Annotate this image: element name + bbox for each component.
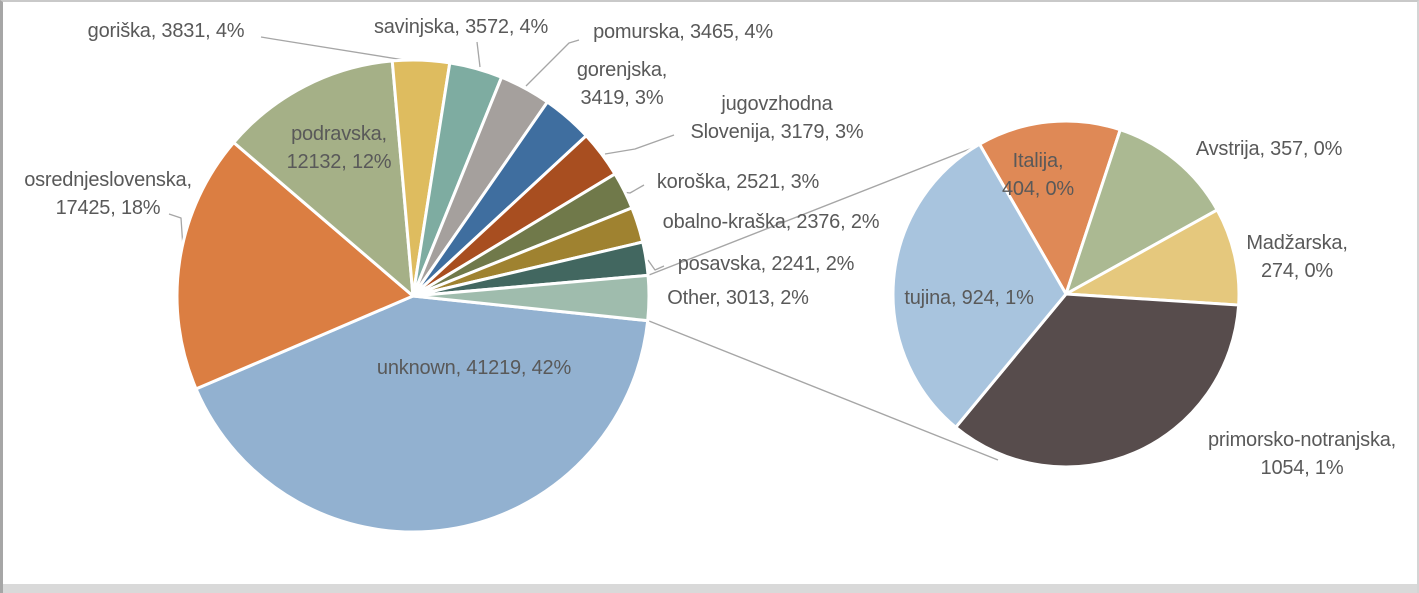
label-primorsko-line1: primorsko-notranjska, <box>1207 429 1397 451</box>
label-italija-line2: 404, 0% <box>1002 178 1074 200</box>
label-gorenjska-line2: 3419, 3% <box>580 87 664 109</box>
label-madzarska-line2: 274, 0% <box>1261 260 1333 282</box>
pie-slice-avstrija[interactable] <box>1064 128 1219 296</box>
label-osrednjeslovenska: osrednjeslovenska, 17425, 18% <box>24 166 192 222</box>
label-other: Other, 3013, 2% <box>667 287 809 309</box>
label-posavska: posavska, 2241, 2% <box>677 253 855 275</box>
label-koroska: koroška, 2521, 3% <box>656 171 820 193</box>
label-italija-line1: Italija, <box>1012 150 1064 172</box>
label-jugovzhodna-line2: Slovenija, 3179, 3% <box>690 121 864 143</box>
leader-line-jugovzhodna <box>604 134 675 155</box>
leader-line-goriska <box>260 36 424 64</box>
label-osrednjeslovenska-line1: osrednjeslovenska, <box>24 169 192 191</box>
pie-slice-other[interactable] <box>411 273 651 323</box>
label-primorsko-notranjska: primorsko-notranjska, 1054, 1% <box>1208 426 1396 482</box>
label-gorenjska: gorenjska, 3419, 3% <box>577 56 667 112</box>
label-obalno-kraska: obalno-kraška, 2376, 2% <box>662 211 880 233</box>
label-primorsko-line2: 1054, 1% <box>1260 457 1344 479</box>
leader-line-pomurska <box>525 39 580 87</box>
pie-slice-osrednjeslovenska[interactable] <box>175 141 415 391</box>
label-podravska-line2: 12132, 12% <box>286 151 392 173</box>
label-avstrija: Avstrija, 357, 0% <box>1195 138 1343 160</box>
label-osrednjeslovenska-line2: 17425, 18% <box>55 197 161 219</box>
pie-slice-unknown[interactable] <box>194 294 650 534</box>
label-jugovzhodna: jugovzhodna Slovenija, 3179, 3% <box>691 90 864 146</box>
series-connector-lines <box>648 144 999 461</box>
leader-line-posavska <box>647 259 665 271</box>
label-savinjska: savinjska, 3572, 4% <box>373 16 549 38</box>
pie-slice-primorsko-notranjska[interactable] <box>954 292 1241 469</box>
label-unknown: unknown, 41219, 42% <box>376 357 572 379</box>
label-goriska: goriška, 3831, 4% <box>87 20 245 42</box>
main-pie <box>175 58 651 534</box>
pie-of-pie-chart <box>168 36 1241 534</box>
label-italija: Italija, 404, 0% <box>1002 147 1074 203</box>
pie-slice-italija[interactable] <box>978 119 1122 296</box>
connector-line-bottom <box>648 320 999 461</box>
label-madzarska: Madžarska, 274, 0% <box>1246 229 1348 285</box>
label-podravska-line1: podravska, <box>291 123 387 145</box>
label-madzarska-line1: Madžarska, <box>1246 232 1348 254</box>
leader-line-savinjska <box>476 41 481 68</box>
secondary-pie <box>891 119 1241 469</box>
connector-line-top <box>648 144 981 276</box>
label-pomurska: pomurska, 3465, 4% <box>593 21 773 43</box>
pie-slice-tujina[interactable] <box>891 142 1068 429</box>
pie-slice-mad-arska[interactable] <box>1064 208 1241 307</box>
label-tujina: tujina, 924, 1% <box>904 287 1034 309</box>
window-bottom-edge <box>3 584 1417 593</box>
pie-slice-podravska[interactable] <box>232 59 415 298</box>
label-jugovzhodna-line1: jugovzhodna <box>721 93 833 115</box>
label-gorenjska-line1: gorenjska, <box>576 59 668 81</box>
label-podravska: podravska, 12132, 12% <box>287 120 392 176</box>
